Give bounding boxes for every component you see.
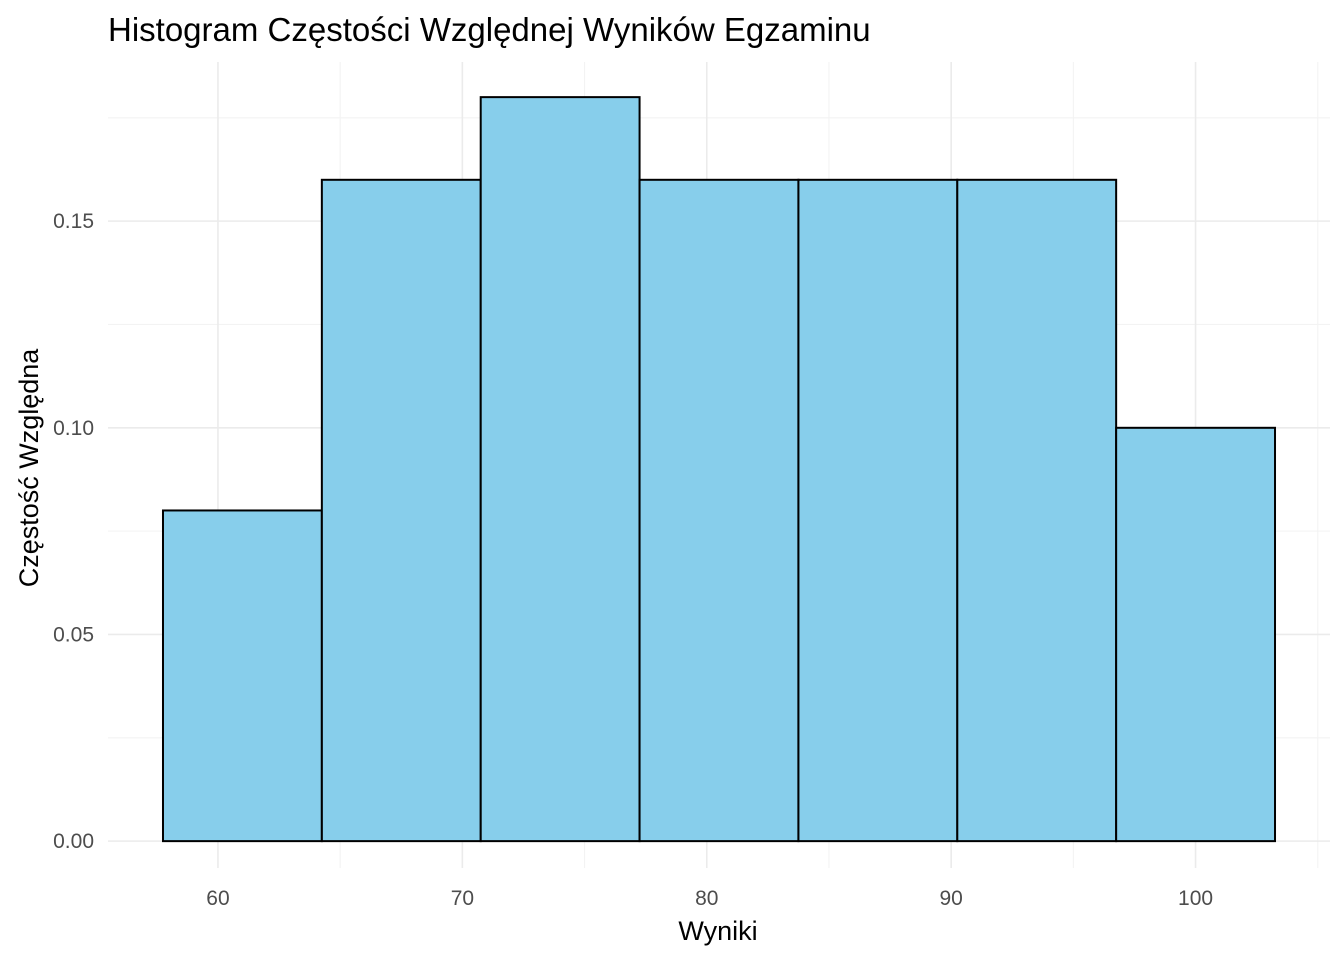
y-tick-label: 0.10 <box>53 417 94 440</box>
histogram-bar <box>161 509 323 843</box>
chart-title: Histogram Częstości Względnej Wyników Eg… <box>108 11 871 48</box>
y-tick-label: 0.15 <box>53 210 94 233</box>
tick-labels: 60 70 80 90 100 0.00 0.05 0.10 0.15 <box>53 210 1213 910</box>
y-tick-label: 0.05 <box>53 623 94 646</box>
x-tick-label: 60 <box>206 887 229 910</box>
x-tick-label: 90 <box>940 887 963 910</box>
histogram-bar <box>1115 426 1277 843</box>
histogram-bar <box>797 178 959 843</box>
x-tick-label: 80 <box>695 887 718 910</box>
x-tick-label: 100 <box>1178 887 1213 910</box>
x-tick-label: 70 <box>451 887 474 910</box>
y-axis-title: Częstość Względna <box>14 348 44 588</box>
bars <box>161 96 1277 843</box>
histogram-bar <box>320 178 482 843</box>
histogram-bar <box>479 96 641 843</box>
x-axis-title: Wyniki <box>678 916 757 946</box>
y-tick-label: 0.00 <box>53 830 94 853</box>
histogram-bar <box>638 178 800 843</box>
histogram-bar <box>956 178 1118 843</box>
